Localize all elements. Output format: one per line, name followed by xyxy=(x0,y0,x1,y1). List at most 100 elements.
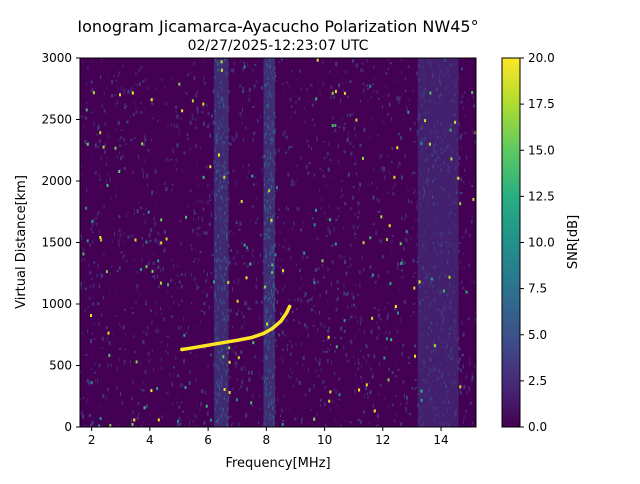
band-cell xyxy=(223,180,225,184)
noise-cell xyxy=(170,279,172,283)
noise-cell xyxy=(117,120,120,125)
band-cell xyxy=(267,324,269,328)
band-cell xyxy=(222,132,224,136)
noise-cell xyxy=(152,261,155,265)
noise-cell xyxy=(316,413,318,416)
noise-cell xyxy=(322,266,325,269)
noise-cell xyxy=(287,374,289,378)
band-cell xyxy=(219,120,221,123)
noise-cell xyxy=(116,102,118,106)
band-cell xyxy=(225,210,227,213)
band-cell xyxy=(268,393,270,397)
band-cell xyxy=(221,276,222,280)
noise-cell xyxy=(206,103,208,107)
band-cell xyxy=(226,363,228,367)
noise-cell xyxy=(474,365,476,369)
band-cell xyxy=(272,124,274,128)
band-cell xyxy=(419,168,421,172)
band-cell xyxy=(432,378,434,382)
band-cell xyxy=(222,199,224,203)
noise-cell xyxy=(360,375,362,379)
band-cell xyxy=(271,289,272,293)
band-cell xyxy=(431,329,433,333)
noise-cell xyxy=(322,276,325,279)
band-cell xyxy=(447,263,449,267)
speckle-layer xyxy=(82,58,476,427)
noise-cell xyxy=(359,182,362,187)
noise-cell xyxy=(120,156,123,161)
noise-cell xyxy=(290,183,293,186)
noise-cell xyxy=(301,250,303,254)
band-cell xyxy=(220,80,222,84)
noise-cell xyxy=(119,358,121,361)
noise-cell xyxy=(300,228,303,232)
noise-cell xyxy=(279,231,281,234)
band-cell xyxy=(223,231,225,234)
noise-cell xyxy=(302,355,305,360)
band-cell xyxy=(273,258,275,261)
noise-cell xyxy=(166,351,169,355)
noise-cell xyxy=(345,271,347,275)
speckle xyxy=(246,246,249,249)
band-cell xyxy=(269,296,271,300)
noise-cell xyxy=(178,128,181,132)
band-cell xyxy=(226,171,228,175)
speckle xyxy=(165,237,168,241)
noise-cell xyxy=(205,232,208,235)
noise-cell xyxy=(467,317,470,320)
noise-cell xyxy=(232,68,235,73)
noise-cell xyxy=(317,375,320,378)
band-cell xyxy=(458,337,460,341)
noise-cell xyxy=(465,375,467,379)
noise-cell xyxy=(313,384,315,388)
noise-cell xyxy=(141,237,144,240)
band-cell xyxy=(264,339,266,343)
noise-cell xyxy=(241,114,243,119)
noise-cell xyxy=(253,84,256,87)
band-cell xyxy=(225,258,227,262)
noise-cell xyxy=(340,98,342,103)
speckle xyxy=(343,91,346,95)
noise-cell xyxy=(461,287,464,290)
noise-cell xyxy=(210,251,212,255)
speckle xyxy=(202,175,205,179)
band-cell xyxy=(441,374,443,378)
noise-cell xyxy=(405,238,408,242)
noise-cell xyxy=(357,216,360,219)
noise-cell xyxy=(325,290,328,293)
noise-cell xyxy=(253,260,255,265)
noise-cell xyxy=(200,309,203,312)
band-cell xyxy=(227,314,229,318)
noise-cell xyxy=(377,309,380,312)
speckle xyxy=(213,280,215,284)
noise-cell xyxy=(315,370,317,373)
noise-cell xyxy=(103,109,106,113)
band-cell xyxy=(264,133,266,137)
band-cell xyxy=(437,119,438,123)
band-cell xyxy=(440,362,442,366)
band-cell xyxy=(446,360,448,364)
band-cell xyxy=(441,328,443,332)
band-cell xyxy=(222,152,224,156)
noise-cell xyxy=(246,387,248,392)
band-cell xyxy=(227,83,229,87)
band-cell xyxy=(431,350,432,354)
band-cell xyxy=(274,284,276,288)
noise-cell xyxy=(82,414,85,419)
band-cell xyxy=(453,290,455,294)
band-cell xyxy=(225,413,226,417)
noise-cell xyxy=(416,200,419,205)
band-cell xyxy=(215,193,217,197)
speckle xyxy=(118,170,121,173)
band-cell xyxy=(226,235,227,238)
noise-cell xyxy=(242,165,244,168)
noise-cell xyxy=(109,272,111,275)
band-cell xyxy=(267,414,269,418)
noise-cell xyxy=(365,85,367,90)
speckle xyxy=(82,252,85,256)
noise-cell xyxy=(400,422,402,426)
noise-cell xyxy=(389,171,390,175)
noise-cell xyxy=(291,344,293,349)
band-cell xyxy=(433,124,435,128)
noise-cell xyxy=(363,330,365,334)
